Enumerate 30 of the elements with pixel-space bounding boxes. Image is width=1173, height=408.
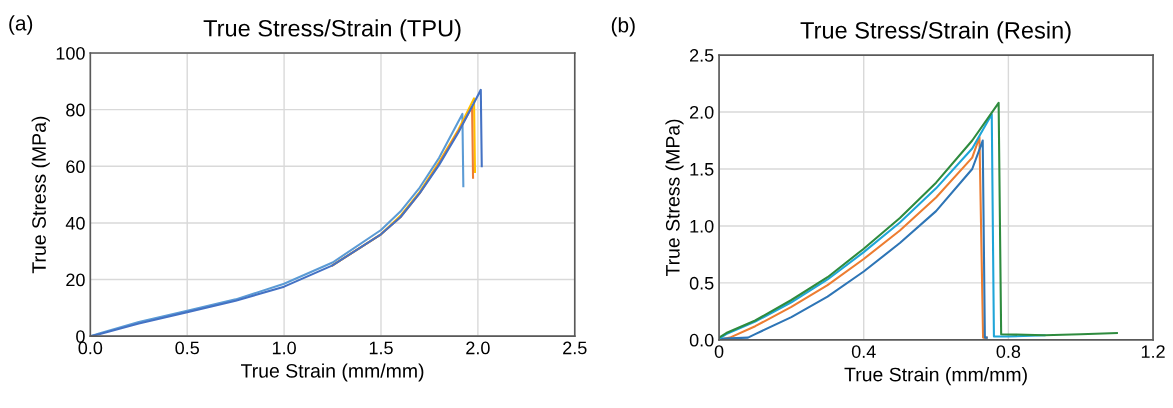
y-tick-label: 1.5 <box>690 163 714 176</box>
x-axis-title: True Strain (mm/mm) <box>240 363 424 382</box>
x-tick-label: 1.0 <box>272 341 296 355</box>
text: (a) <box>9 15 33 35</box>
y-tick-label: 0.5 <box>689 276 714 290</box>
x-tick-label: 0 <box>714 345 724 358</box>
x-tick-label: 1.2 <box>1141 345 1165 358</box>
y-tick-label: 60 <box>66 160 85 174</box>
x-tick-label: 2.0 <box>466 341 490 355</box>
y-tick-label: 80 <box>66 103 85 117</box>
y-tick-label: 0 <box>76 330 85 343</box>
x-tick-label: 0.0 <box>78 341 103 355</box>
y-tick-label: 100 <box>56 46 85 60</box>
y-tick-label: 2.5 <box>690 49 714 62</box>
line-series <box>719 101 1118 339</box>
y-tick-label: 1.0 <box>690 219 714 233</box>
chart-title: True Stress/Strain (TPU) <box>203 19 461 42</box>
y-tick-label: 2.0 <box>690 105 714 119</box>
x-tick-label: 0.4 <box>851 345 876 358</box>
x-tick-label: 0.5 <box>175 341 199 355</box>
y-tick-label: 20 <box>66 273 85 287</box>
y-axis-title: True Stress (MPa) <box>665 119 684 277</box>
y-tick-label: 40 <box>65 216 85 230</box>
x-tick-label: 1.5 <box>369 341 393 355</box>
text: (b) <box>611 17 635 37</box>
x-axis-title: True Strain (mm/mm) <box>844 367 1027 386</box>
chart-title: True Stress/Strain (Resin) <box>800 21 1071 44</box>
y-axis-title: True Stress (MPa) <box>31 116 50 274</box>
x-tick-label: 0.8 <box>996 345 1021 358</box>
x-tick-label: 2.5 <box>563 341 587 355</box>
